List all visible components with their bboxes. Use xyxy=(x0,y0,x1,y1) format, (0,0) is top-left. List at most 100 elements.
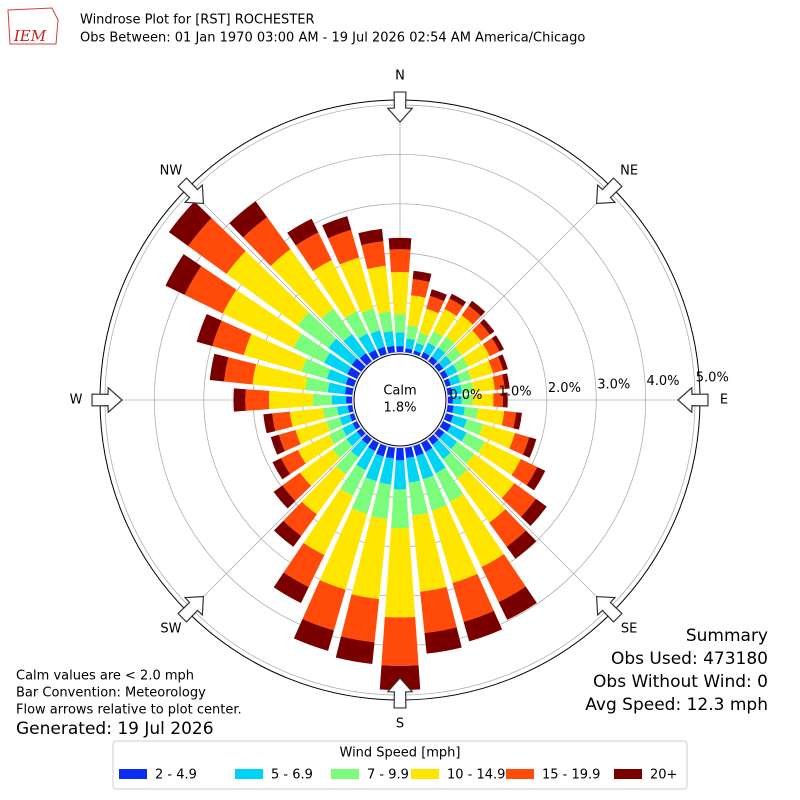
logo-text: IEM xyxy=(13,27,47,45)
bar-segment xyxy=(229,201,268,238)
bar-segment xyxy=(322,216,352,239)
bar-segment xyxy=(312,260,357,319)
bar-segment xyxy=(332,438,353,459)
summary-line: Summary xyxy=(686,626,768,646)
bar-segment xyxy=(339,414,353,426)
bar-segment xyxy=(347,405,354,413)
bar-segment xyxy=(429,289,447,302)
bar-segment xyxy=(395,447,405,461)
bar-segment xyxy=(446,405,454,414)
bar-segment xyxy=(391,271,409,315)
bar-segment xyxy=(434,362,444,372)
bar-segment xyxy=(461,305,482,325)
bar-segment xyxy=(328,428,347,445)
bar-segment xyxy=(509,432,530,455)
legend-title: Wind Speed [mph] xyxy=(340,746,461,761)
bar-segment xyxy=(359,353,372,366)
bar-segment xyxy=(501,483,536,517)
bar-segment xyxy=(335,636,375,664)
bar-segment xyxy=(300,449,340,486)
bar-segment xyxy=(331,395,347,405)
bar-segment xyxy=(282,472,312,501)
bar-segment xyxy=(443,413,454,423)
bar-segment xyxy=(351,358,366,372)
bar-segment xyxy=(270,434,285,455)
compass-label: E xyxy=(720,393,728,408)
logo-outline xyxy=(7,7,59,45)
bar-segment xyxy=(280,449,306,475)
bar-segment xyxy=(393,460,407,490)
legend-swatch xyxy=(119,769,147,779)
bar-segment xyxy=(188,218,246,274)
bar-segment xyxy=(424,627,462,654)
bar-segment xyxy=(439,432,458,450)
bar-segment xyxy=(406,456,421,483)
bar-segment xyxy=(452,395,462,405)
bar-segment xyxy=(351,477,377,515)
bar-segment xyxy=(245,389,270,411)
bar-segment xyxy=(435,467,464,502)
bar-segment xyxy=(388,237,412,250)
bar-segment xyxy=(446,315,473,344)
bar-segment xyxy=(493,392,503,408)
compass-label: SE xyxy=(621,622,637,637)
bar-segment xyxy=(405,348,413,354)
compass-arrow xyxy=(595,595,623,623)
bar-segment xyxy=(463,419,484,436)
bar-segment xyxy=(396,346,404,353)
bar-segment xyxy=(272,458,291,480)
bar-segment xyxy=(346,431,362,447)
bar-segment xyxy=(416,453,434,480)
bar-segment xyxy=(434,428,445,439)
bar-segment xyxy=(425,447,446,474)
bar-segment xyxy=(347,367,361,379)
bar-segment xyxy=(448,374,461,386)
legend-swatch xyxy=(614,769,642,779)
bar-segment xyxy=(377,346,387,357)
bar-segment xyxy=(297,312,337,348)
bar-segment xyxy=(449,493,504,568)
bar-segment xyxy=(273,485,296,509)
bar-segment xyxy=(342,423,357,436)
generated: Generated: 19 Jul 2026 xyxy=(16,719,214,739)
bar-segment xyxy=(422,475,447,511)
bar-segment xyxy=(361,241,386,270)
bar-segment xyxy=(283,543,325,588)
bar-segment xyxy=(337,405,350,416)
r-tick-label: 2.0% xyxy=(548,381,581,396)
compass-arrow xyxy=(91,386,123,414)
bar-segment xyxy=(431,505,478,583)
bar-segment xyxy=(168,201,212,247)
bar-segment xyxy=(196,313,222,347)
summary-line: Obs Without Wind: 0 xyxy=(593,672,768,692)
bar-segment xyxy=(321,308,353,342)
bar-segment xyxy=(283,501,317,536)
bar-segment xyxy=(376,443,387,457)
bar-segment xyxy=(361,434,372,445)
legend-swatch xyxy=(411,769,439,779)
bar-segment xyxy=(412,270,432,282)
r-tick-label: 4.0% xyxy=(646,374,679,389)
bar-segment xyxy=(498,586,537,620)
bar-segment xyxy=(327,382,347,395)
bar-segment xyxy=(408,480,429,516)
bar-segment xyxy=(406,325,419,341)
bar-segment xyxy=(501,410,517,429)
bar-segment xyxy=(407,295,426,328)
bar-segment xyxy=(384,527,416,618)
bar-segment xyxy=(491,335,504,352)
compass-arrow xyxy=(386,677,414,709)
bar-segment xyxy=(391,489,409,529)
bar-segment xyxy=(361,308,380,334)
bar-segment xyxy=(224,357,257,385)
bar-segment xyxy=(346,396,353,404)
bar-segment xyxy=(472,322,491,342)
bar-segment xyxy=(502,373,510,389)
calm-label: Calm xyxy=(383,384,416,399)
bar-segment xyxy=(344,311,368,339)
bar-segment xyxy=(385,446,395,459)
bar-segment xyxy=(520,498,547,527)
bar-segment xyxy=(416,332,429,346)
bar-segment xyxy=(322,406,339,419)
bar-segment xyxy=(349,413,357,422)
